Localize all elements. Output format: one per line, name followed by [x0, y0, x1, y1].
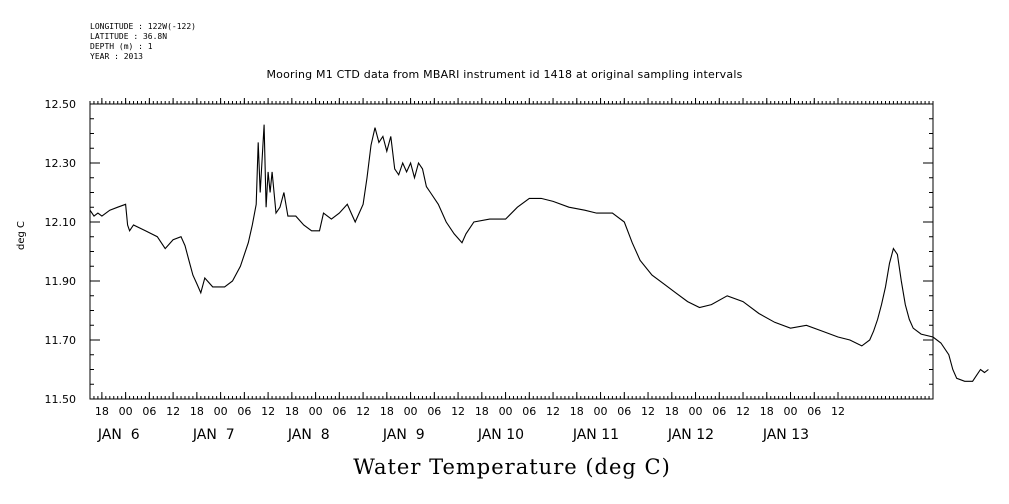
y-tick-label: 12.10 — [45, 216, 77, 229]
x-tick-label: 12 — [451, 405, 465, 418]
x-tick-label: 06 — [237, 405, 251, 418]
y-tick-label: 12.30 — [45, 157, 77, 170]
x-tick-label: 00 — [309, 405, 323, 418]
x-tick-label: 06 — [617, 405, 631, 418]
x-tick-label: 12 — [261, 405, 275, 418]
x-day-label: JAN 10 — [477, 427, 524, 443]
x-tick-label: 12 — [546, 405, 560, 418]
x-tick-label: 00 — [404, 405, 418, 418]
x-tick-label: 00 — [689, 405, 703, 418]
x-tick-label: 12 — [356, 405, 370, 418]
x-tick-label: 00 — [594, 405, 608, 418]
x-axis-label: Water Temperature (deg C) — [353, 455, 671, 479]
y-tick-label: 11.70 — [45, 334, 77, 347]
x-day-label: JAN 7 — [192, 427, 235, 443]
x-tick-label: 18 — [285, 405, 299, 418]
x-tick-label: 00 — [784, 405, 798, 418]
x-tick-label: 18 — [190, 405, 204, 418]
x-tick-label: 00 — [499, 405, 513, 418]
x-tick-label: 06 — [807, 405, 821, 418]
x-tick-label: 18 — [475, 405, 489, 418]
x-day-label: JAN 11 — [572, 427, 619, 443]
chart-title: Mooring M1 CTD data from MBARI instrumen… — [266, 68, 743, 81]
meta-year: YEAR : 2013 — [90, 52, 143, 61]
y-tick-label: 11.90 — [45, 275, 77, 288]
x-tick-label: 06 — [427, 405, 441, 418]
day-labels: JAN 6 JAN 7 JAN 8 JAN 9 JAN 10 JAN 11 JAN 12 JA… — [97, 427, 809, 443]
metadata-block: LONGITUDE : 122W(-122) LATITUDE : 36.8N … — [90, 22, 196, 62]
x-day-label: JAN 12 — [667, 427, 714, 443]
y-tick-label: 11.50 — [45, 393, 77, 406]
x-tick-label: 06 — [332, 405, 346, 418]
meta-longitude: LONGITUDE : 122W(-122) — [90, 22, 196, 31]
x-tick-label: 06 — [142, 405, 156, 418]
x-tick-label: 12 — [166, 405, 180, 418]
x-day-label: JAN 9 — [382, 427, 425, 443]
axis-ticks — [89, 98, 934, 400]
x-day-label: JAN 13 — [762, 427, 809, 443]
x-tick-label: 12 — [831, 405, 845, 418]
plot-frame — [89, 103, 934, 400]
x-tick-label: 18 — [760, 405, 774, 418]
x-tick-label: 18 — [570, 405, 584, 418]
x-tick-label: 06 — [522, 405, 536, 418]
x-tick-label: 00 — [119, 405, 133, 418]
series-line-water-temperature — [89, 124, 989, 382]
y-tick-labels: 11.50 11.70 11.90 12.10 12.30 12.50 — [45, 98, 77, 406]
x-tick-label: 18 — [95, 405, 109, 418]
x-tick-label: 00 — [214, 405, 228, 418]
x-tick-label: 18 — [380, 405, 394, 418]
x-tick-label: 12 — [736, 405, 750, 418]
x-tick-label: 12 — [641, 405, 655, 418]
meta-latitude: LATITUDE : 36.8N — [90, 32, 168, 41]
x-tick-labels: 18 00 06 12 18 00 06 12 18 00 06 12 18 00 06 12 18 00 06 12… — [95, 405, 845, 418]
y-tick-label: 12.50 — [45, 98, 77, 111]
x-tick-label: 18 — [665, 405, 679, 418]
meta-depth: DEPTH (m) : 1 — [90, 42, 153, 51]
x-tick-label: 06 — [712, 405, 726, 418]
x-day-label: JAN 8 — [287, 427, 330, 443]
x-day-label: JAN 6 — [97, 427, 140, 443]
